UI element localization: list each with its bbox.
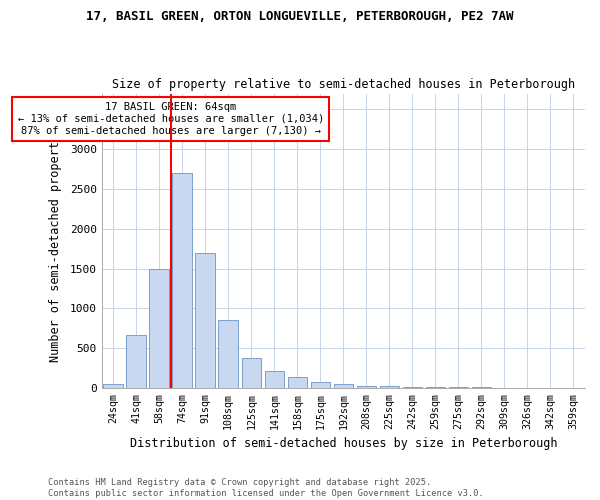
Bar bbox=[334, 384, 353, 388]
Bar bbox=[103, 384, 123, 388]
Bar bbox=[149, 268, 169, 388]
Text: Contains HM Land Registry data © Crown copyright and database right 2025.
Contai: Contains HM Land Registry data © Crown c… bbox=[48, 478, 484, 498]
Text: 17 BASIL GREEN: 64sqm
← 13% of semi-detached houses are smaller (1,034)
87% of s: 17 BASIL GREEN: 64sqm ← 13% of semi-deta… bbox=[17, 102, 324, 136]
Text: 17, BASIL GREEN, ORTON LONGUEVILLE, PETERBOROUGH, PE2 7AW: 17, BASIL GREEN, ORTON LONGUEVILLE, PETE… bbox=[86, 10, 514, 23]
Bar bbox=[380, 386, 399, 388]
Bar bbox=[287, 378, 307, 388]
Y-axis label: Number of semi-detached properties: Number of semi-detached properties bbox=[49, 120, 62, 362]
Bar bbox=[196, 252, 215, 388]
Bar bbox=[425, 387, 445, 388]
Bar bbox=[218, 320, 238, 388]
Bar bbox=[265, 371, 284, 388]
Bar bbox=[127, 334, 146, 388]
Bar bbox=[172, 173, 192, 388]
Bar bbox=[311, 382, 330, 388]
Bar bbox=[403, 387, 422, 388]
Bar bbox=[356, 386, 376, 388]
Bar bbox=[242, 358, 261, 388]
Title: Size of property relative to semi-detached houses in Peterborough: Size of property relative to semi-detach… bbox=[112, 78, 575, 91]
X-axis label: Distribution of semi-detached houses by size in Peterborough: Distribution of semi-detached houses by … bbox=[130, 437, 557, 450]
